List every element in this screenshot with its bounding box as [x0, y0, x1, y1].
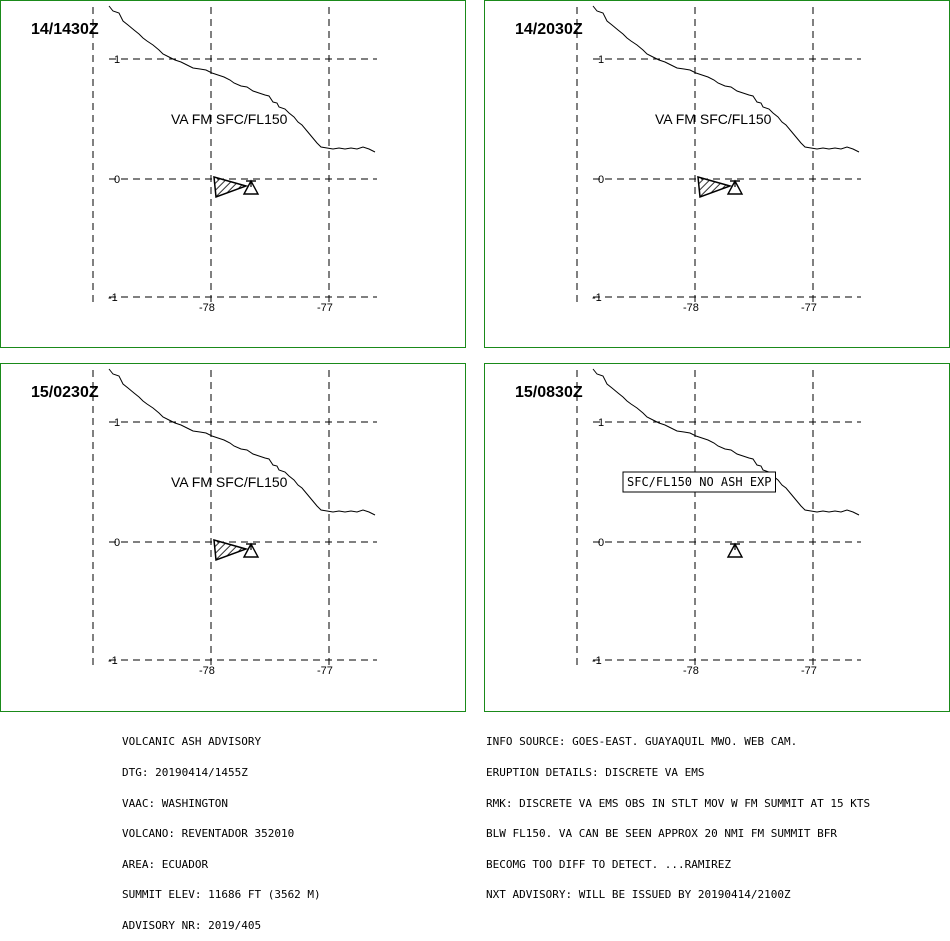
panel-time: 14/1430Z	[31, 21, 99, 38]
advisory-line: VAAC: WASHINGTON	[122, 796, 228, 810]
panel-time: 15/0230Z	[31, 384, 99, 401]
advisory-line: BECOMG TOO DIFF TO DETECT. ...RAMIREZ	[486, 857, 732, 871]
coastline	[592, 5, 860, 153]
map-canvas: 1 0 -1 -78 -77 SFC/FL150 NO ASH EXP	[576, 368, 861, 677]
lat-tick-label: -1	[108, 655, 118, 667]
lat-tick-label: 0	[114, 537, 120, 549]
coastline	[108, 368, 376, 516]
forecast-panel-2: 1 0 -1 -78 -77 VA FM SFC/FL150 14/2030Z	[484, 0, 950, 348]
lon-tick-label: -77	[317, 665, 333, 677]
forecast-panel-1: 1 0 -1 -78 -77 VA FM SFC/FL150 14/1430Z	[0, 0, 466, 348]
lat-tick-label: 0	[598, 537, 604, 549]
advisory-line: SUMMIT ELEV: 11686 FT (3562 M)	[122, 888, 321, 902]
forecast-panel-3: 1 0 -1 -78 -77 VA FM SFC/FL150 15/0230Z	[0, 363, 466, 712]
map-canvas: 1 0 -1 -78 -77 VA FM SFC/FL150	[92, 368, 377, 677]
coastline	[108, 5, 376, 153]
advisory-remarks-block: INFO SOURCE: GOES-EAST. GUAYAQUIL MWO. W…	[486, 717, 870, 911]
ash-cloud-area	[213, 175, 249, 199]
lat-tick-label: 0	[598, 174, 604, 186]
advisory-line: VOLCANIC ASH ADVISORY	[122, 735, 262, 749]
label-box	[622, 471, 776, 493]
volcano-icon	[242, 542, 260, 558]
ash-cloud-area	[697, 175, 733, 199]
coastline	[592, 368, 860, 516]
ash-cloud-label: VA FM SFC/FL150	[655, 111, 772, 127]
advisory-header-block: VOLCANIC ASH ADVISORY DTG: 20190414/1455…	[122, 717, 321, 941]
advisory-line: RMK: DISCRETE VA EMS OBS IN STLT MOV W F…	[486, 796, 871, 810]
ash-cloud-area	[213, 538, 249, 562]
no-ash-expected-label: SFC/FL150 NO ASH EXP	[627, 475, 772, 489]
volcano-icon	[726, 542, 744, 558]
lat-tick-label: 1	[114, 54, 120, 66]
advisory-line: NXT ADVISORY: WILL BE ISSUED BY 20190414…	[486, 888, 791, 902]
lat-tick-label: -1	[108, 292, 118, 304]
lat-lon-grid	[92, 370, 377, 666]
lon-tick-label: -77	[317, 302, 333, 314]
lon-tick-label: -78	[683, 302, 699, 314]
lat-tick-label: -1	[592, 655, 602, 667]
lon-tick-label: -77	[801, 302, 817, 314]
map-canvas: 1 0 -1 -78 -77 VA FM SFC/FL150	[576, 5, 861, 314]
lon-tick-label: -78	[199, 302, 215, 314]
forecast-panel-4: 1 0 -1 -78 -77 SFC/FL150 NO ASH EXP 15/0830Z	[484, 363, 950, 712]
lat-lon-grid	[576, 7, 861, 303]
panel-time: 14/2030Z	[515, 21, 583, 38]
advisory-line: DTG: 20190414/1455Z	[122, 766, 248, 779]
lon-tick-label: -77	[801, 665, 817, 677]
lat-tick-label: -1	[592, 292, 602, 304]
lat-tick-label: 0	[114, 174, 120, 186]
lon-tick-label: -78	[683, 665, 699, 677]
panel-time: 15/0830Z	[515, 384, 583, 401]
advisory-line: VOLCANO: REVENTADOR 352010	[122, 827, 295, 841]
volcano-icon	[726, 179, 744, 195]
volcano-icon	[242, 179, 260, 195]
ash-cloud-label: VA FM SFC/FL150	[171, 474, 288, 490]
advisory-line: ADVISORY NR: 2019/405	[122, 918, 262, 932]
lat-tick-label: 1	[598, 54, 604, 66]
advisory-line: AREA: ECUADOR	[122, 857, 209, 871]
lat-tick-label: 1	[114, 417, 120, 429]
advisory-line: INFO SOURCE: GOES-EAST. GUAYAQUIL MWO. W…	[486, 735, 798, 749]
ash-cloud-label: VA FM SFC/FL150	[171, 111, 288, 127]
lat-lon-grid	[92, 7, 377, 303]
advisory-line: BLW FL150. VA CAN BE SEEN APPROX 20 NMI …	[486, 827, 837, 841]
lat-lon-grid	[576, 370, 861, 666]
advisory-line: ERUPTION DETAILS: DISCRETE VA EMS	[486, 766, 705, 779]
lat-tick-label: 1	[598, 417, 604, 429]
lon-tick-label: -78	[199, 665, 215, 677]
map-canvas: 1 0 -1 -78 -77 VA FM SFC/FL150	[92, 5, 377, 314]
